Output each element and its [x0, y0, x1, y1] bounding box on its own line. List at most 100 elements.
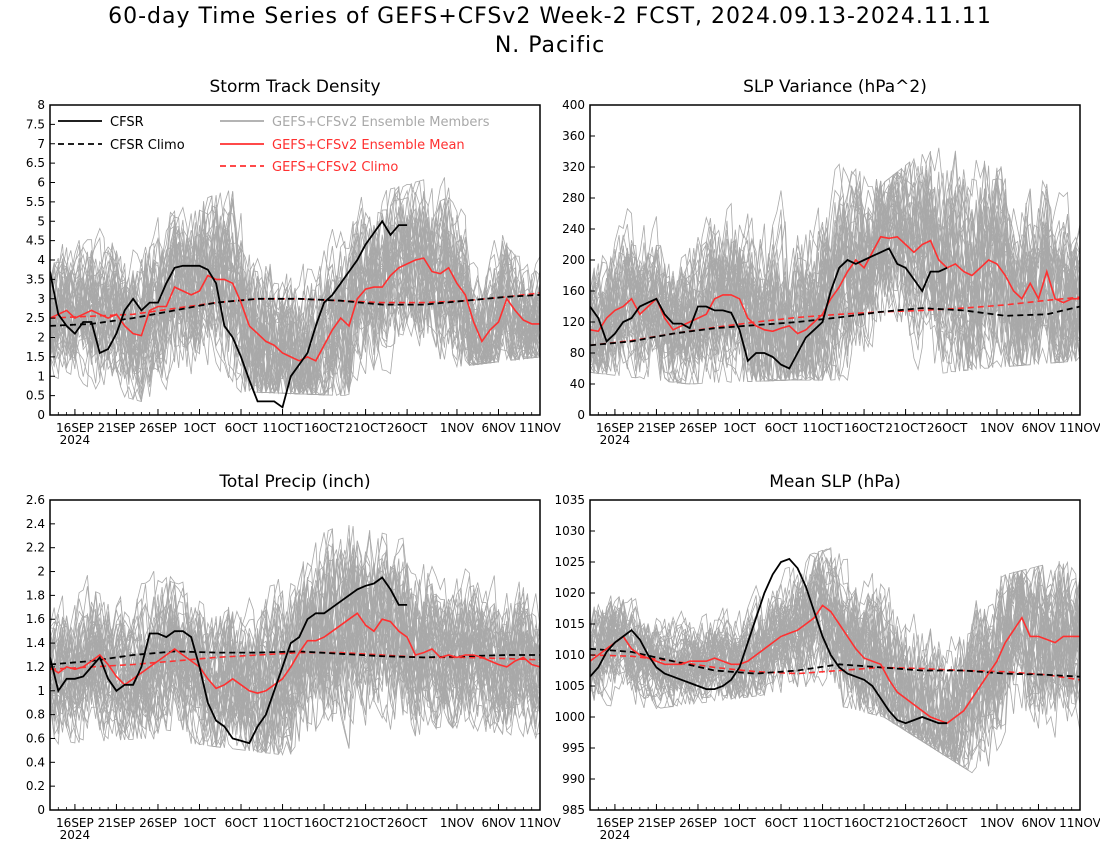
member-line — [590, 187, 1080, 385]
y-tick-label: 0.4 — [26, 755, 45, 769]
x-tick-label: 16OCT — [304, 816, 345, 830]
y-tick-label: 160 — [562, 284, 585, 298]
member-line — [50, 538, 540, 735]
y-tick-label: 6.5 — [26, 156, 45, 170]
y-tick-label: 5 — [37, 214, 45, 228]
x-tick-label: 26OCT — [387, 421, 428, 435]
y-tick-label: 2.5 — [26, 311, 45, 325]
member-line — [50, 191, 540, 393]
x-tick-label: 21SEP — [98, 421, 136, 435]
x-tick-label: 21SEP — [638, 421, 676, 435]
member-line — [50, 540, 540, 736]
y-tick-label: 1035 — [554, 493, 585, 507]
chart-panel-3: Total Precip (inch) 0 0.2 0.4 0.6 0.8 1 1.2 1.4 1… — [26, 472, 562, 842]
member-line — [50, 535, 540, 741]
y-tick-label: 8 — [37, 98, 45, 112]
cfsr-line — [590, 557, 948, 725]
member-line — [590, 150, 1080, 384]
member-line — [590, 583, 1080, 758]
ensemble-mean-line — [590, 604, 1080, 725]
x-tick-label: 6NOV — [1021, 816, 1056, 830]
x-tick-label: 6OCT — [765, 421, 798, 435]
legend: CFSR CFSR Climo GEFS+CFSv2 Ensemble Member… — [58, 115, 490, 175]
ensemble-mean-line — [50, 612, 540, 695]
y-tick-label: 1.4 — [26, 636, 45, 650]
x-year-label: 2024 — [600, 828, 631, 842]
y-tick-label: 2.6 — [26, 493, 45, 507]
x-tick-label: 26SEP — [679, 421, 717, 435]
y-tick-label: 3 — [37, 292, 45, 306]
y-tick-label: 120 — [562, 315, 585, 329]
member-line — [590, 556, 1080, 758]
ensemble-mean-line — [50, 257, 540, 362]
x-tick-label: 16SEP — [56, 421, 94, 435]
y-tick-label: 7.5 — [26, 117, 45, 131]
member-line — [50, 555, 540, 757]
member-line — [50, 217, 540, 392]
legend-cfsr-climo-label: CFSR Climo — [110, 138, 185, 153]
y-tick-label: 0.8 — [26, 708, 45, 722]
member-line — [590, 170, 1080, 383]
x-tick-label: 6OCT — [765, 816, 798, 830]
x-tick-label: 21SEP — [98, 816, 136, 830]
y-tick-label: 1005 — [554, 679, 585, 693]
y-tick-label: 1010 — [554, 648, 585, 662]
x-tick-label: 1OCT — [183, 816, 216, 830]
x-tick-label: 21OCT — [885, 816, 926, 830]
x-tick-label: 6NOV — [1021, 421, 1056, 435]
member-line — [50, 187, 540, 402]
y-tick-label: 1.8 — [26, 588, 45, 602]
x-tick-label: 26SEP — [139, 816, 177, 830]
member-line — [50, 196, 540, 400]
x-tick-label: 16OCT — [304, 421, 345, 435]
y-tick-label: 0.6 — [26, 731, 45, 745]
member-line — [590, 162, 1080, 384]
x-tick-label: 6NOV — [481, 421, 516, 435]
cfsr-climo-line — [590, 647, 1080, 678]
panel-title: SLP Variance (hPa^2) — [743, 77, 927, 97]
y-tick-label: 0.5 — [26, 389, 45, 403]
y-tick-label: 2.2 — [26, 541, 45, 555]
x-tick-label: 26SEP — [679, 816, 717, 830]
ensemble-members — [590, 147, 1080, 385]
panel-title: Total Precip (inch) — [218, 472, 370, 492]
y-tick-label: 1025 — [554, 555, 585, 569]
member-line — [590, 565, 1080, 761]
y-tick-label: 6 — [37, 176, 45, 190]
member-line — [590, 166, 1080, 381]
x-tick-label: 21OCT — [345, 816, 386, 830]
y-tick-label: 995 — [562, 741, 585, 755]
y-tick-label: 985 — [562, 803, 585, 817]
y-tick-label: 200 — [562, 253, 585, 267]
x-year-label: 2024 — [60, 433, 91, 447]
cfsr-climo-line — [50, 650, 540, 666]
member-line — [590, 181, 1080, 382]
y-tick-label: 40 — [570, 377, 585, 391]
member-line — [590, 567, 1080, 755]
x-tick-label: 26SEP — [139, 421, 177, 435]
legend-members-label: GEFS+CFSv2 Ensemble Members — [272, 115, 490, 130]
x-tick-label: 1OCT — [723, 816, 756, 830]
legend-ens-mean-label: GEFS+CFSv2 Ensemble Mean — [272, 138, 465, 153]
x-year-label: 2024 — [600, 433, 631, 447]
cfsr-climo-line — [50, 294, 540, 327]
cfsr-line — [590, 247, 948, 370]
y-tick-label: 1 — [37, 369, 45, 383]
member-line — [50, 561, 540, 746]
y-tick-label: 1000 — [554, 710, 585, 724]
member-line — [590, 161, 1080, 381]
x-tick-label: 1NOV — [440, 816, 475, 830]
x-tick-label: 6NOV — [481, 816, 516, 830]
x-tick-label: 21SEP — [638, 816, 676, 830]
y-tick-label: 240 — [562, 222, 585, 236]
y-tick-label: 2 — [37, 565, 45, 579]
x-tick-label: 11NOV — [1059, 816, 1100, 830]
x-year-label: 2024 — [60, 828, 91, 842]
y-tick-label: 990 — [562, 772, 585, 786]
y-tick-label: 1030 — [554, 524, 585, 538]
x-tick-label: 11NOV — [519, 421, 561, 435]
y-tick-label: 1.6 — [26, 612, 45, 626]
x-tick-label: 16SEP — [596, 816, 634, 830]
plot-frame — [49, 499, 541, 811]
y-tick-label: 5.5 — [26, 195, 45, 209]
